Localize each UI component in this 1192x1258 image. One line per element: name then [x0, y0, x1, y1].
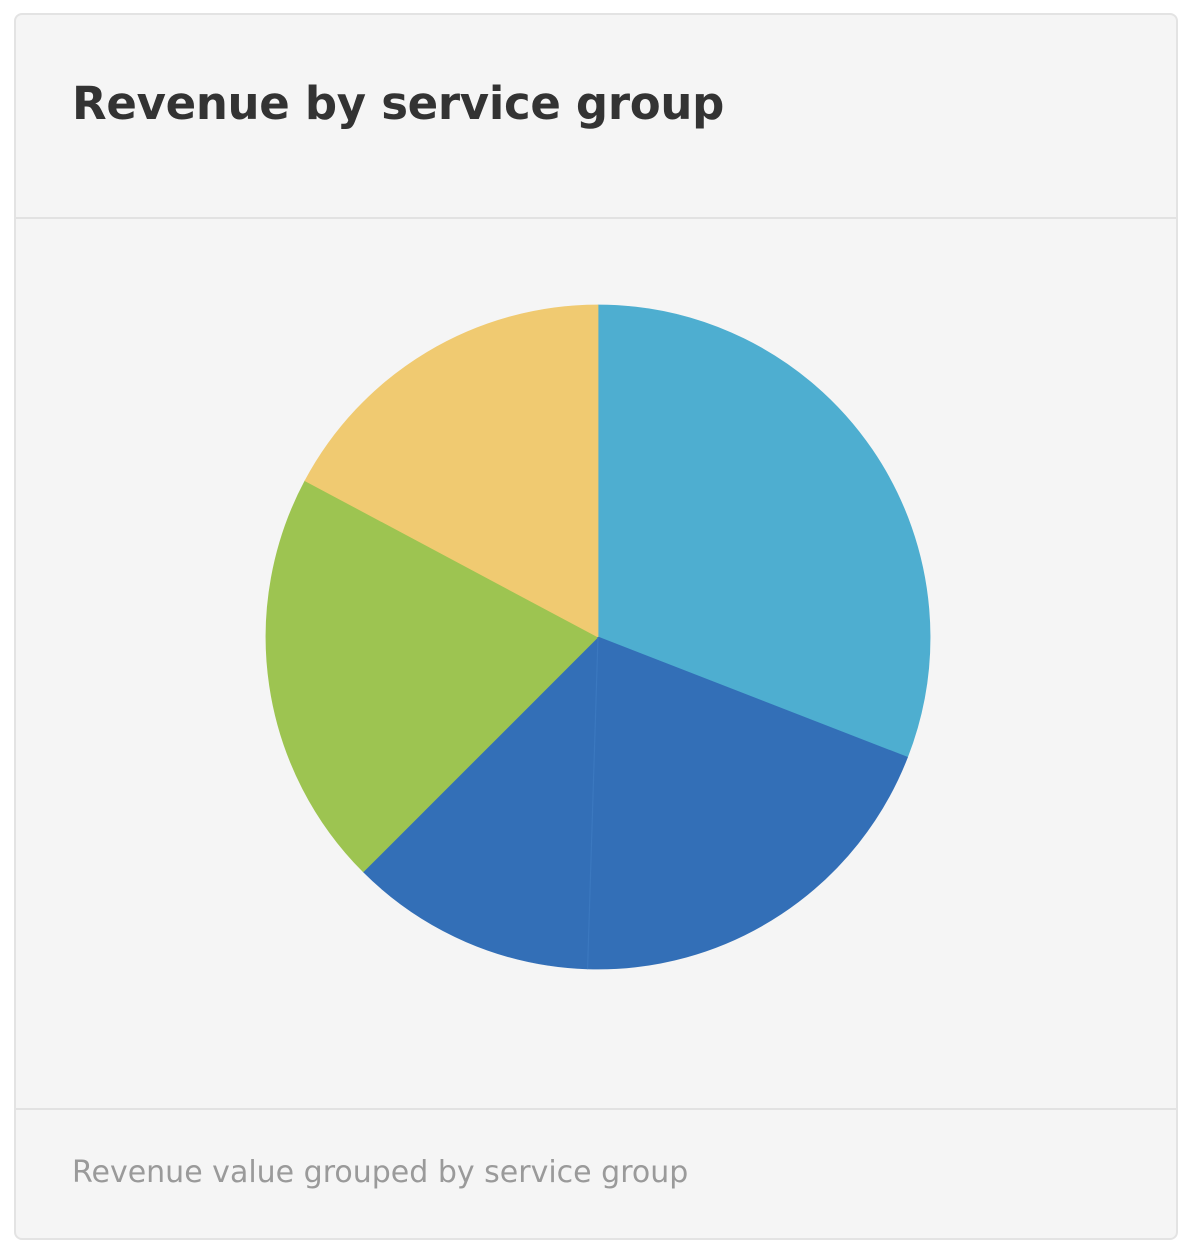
card-header: Revenue by service group [16, 15, 1176, 219]
pie-slice-3[interactable] [362, 636, 599, 970]
card-title: Revenue by service group [72, 77, 724, 130]
pie-chart [265, 304, 931, 970]
pie-slice-4[interactable] [265, 480, 599, 873]
pie-slice-separator [586, 636, 599, 969]
pie-slice-5[interactable] [304, 304, 599, 638]
card-caption: Revenue value grouped by service group [72, 1155, 689, 1190]
chart-card: Revenue by service group Revenue value g… [14, 13, 1178, 1240]
pie-slice-1[interactable] [597, 304, 931, 758]
chart-area [16, 219, 1176, 1110]
card-footer: Revenue value grouped by service group [16, 1108, 1176, 1238]
pie-slice-2[interactable] [587, 636, 908, 970]
